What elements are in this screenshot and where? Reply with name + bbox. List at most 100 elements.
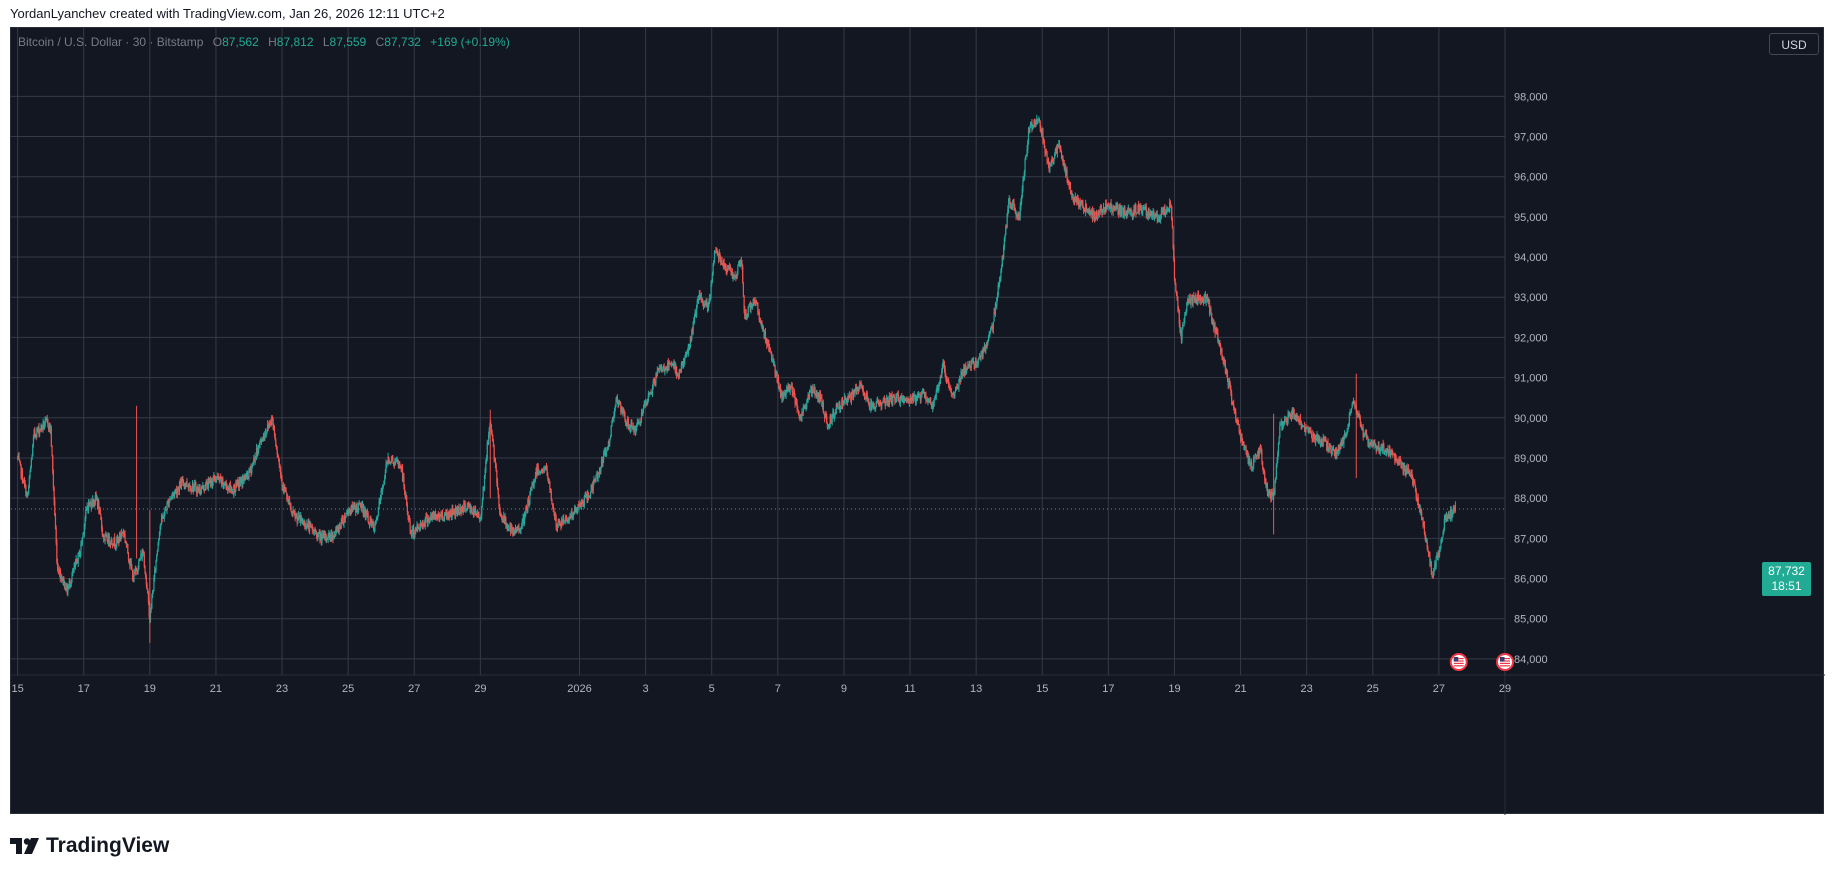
events[interactable] bbox=[1449, 653, 1514, 671]
candle-body bbox=[910, 397, 912, 404]
candle-body bbox=[611, 418, 614, 423]
candle-body bbox=[223, 484, 225, 486]
candle-body bbox=[1106, 206, 1108, 209]
candle-body bbox=[864, 398, 866, 399]
candle-body bbox=[358, 502, 360, 505]
candle-body bbox=[900, 395, 902, 397]
candle-body bbox=[460, 507, 462, 513]
candle-body bbox=[687, 351, 689, 354]
candle-body bbox=[1250, 461, 1253, 469]
candle-body bbox=[885, 400, 887, 406]
candle-body bbox=[1226, 374, 1229, 380]
candle-body bbox=[923, 389, 925, 393]
candle-body bbox=[783, 395, 785, 397]
price-axis[interactable]: 84,00085,00086,00087,00088,00089,00090,0… bbox=[1514, 91, 1548, 666]
time-tick-label: 13 bbox=[970, 683, 982, 695]
candle-body bbox=[593, 479, 595, 482]
candle-body bbox=[619, 402, 621, 405]
grid bbox=[11, 28, 1825, 815]
candle-body bbox=[114, 537, 116, 546]
candle-body bbox=[132, 579, 134, 581]
price-tick-label: 97,000 bbox=[1514, 132, 1548, 144]
candle-body bbox=[330, 532, 332, 539]
candle-body bbox=[837, 407, 840, 409]
candle-body bbox=[780, 393, 782, 397]
candle-body bbox=[1129, 209, 1131, 212]
candle-body bbox=[1257, 450, 1259, 456]
candle-body bbox=[1013, 202, 1015, 207]
candle-body bbox=[1191, 297, 1193, 304]
candle-body bbox=[339, 526, 342, 529]
candle-body bbox=[215, 480, 217, 481]
candle-body bbox=[371, 521, 373, 525]
candle-body bbox=[59, 569, 61, 579]
candle-body bbox=[1237, 423, 1240, 425]
candle-body bbox=[513, 529, 515, 533]
candle-body bbox=[810, 386, 812, 392]
candle-body bbox=[523, 515, 526, 524]
candle-body bbox=[989, 331, 991, 335]
candle-body bbox=[576, 510, 579, 512]
candle-body bbox=[109, 543, 112, 545]
candle-body bbox=[1036, 118, 1039, 121]
candle-body bbox=[1298, 421, 1300, 424]
candle-body bbox=[244, 476, 247, 479]
candle-body bbox=[1144, 206, 1147, 207]
candle-body bbox=[923, 392, 926, 396]
candle-body bbox=[731, 271, 733, 273]
candle-body bbox=[262, 436, 265, 441]
candle-body bbox=[333, 538, 335, 540]
candle-body bbox=[881, 402, 883, 407]
candle-body bbox=[480, 515, 482, 519]
candle-body bbox=[1325, 439, 1327, 442]
candle-body bbox=[401, 468, 404, 482]
candle-body bbox=[267, 424, 269, 428]
candle-body bbox=[1032, 126, 1034, 129]
candle-body bbox=[1208, 300, 1210, 304]
candle-body bbox=[753, 299, 755, 304]
candle-body bbox=[1100, 208, 1102, 213]
candle-body bbox=[399, 462, 401, 466]
price-chart[interactable]: 84,00085,00086,00087,00088,00089,00090,0… bbox=[11, 28, 1825, 815]
us-flag-icon[interactable] bbox=[1449, 653, 1468, 671]
candle-body bbox=[961, 372, 963, 377]
candle-body bbox=[872, 403, 874, 407]
candle-body bbox=[571, 511, 573, 518]
candle-body bbox=[441, 512, 444, 520]
candle-body bbox=[213, 475, 216, 480]
candle-body bbox=[328, 533, 330, 535]
candle-body bbox=[673, 363, 675, 369]
candle-body bbox=[838, 402, 840, 409]
candle-body bbox=[185, 481, 187, 486]
time-axis[interactable]: 15 17 19 21 23 25 27 29 2026 3 5 7 9 11 13 15 17 19 21 23 25… bbox=[11, 683, 1511, 695]
candle-body bbox=[704, 300, 706, 307]
candle-body bbox=[744, 309, 746, 318]
candle-body bbox=[859, 382, 862, 384]
candle-body bbox=[722, 263, 724, 266]
candle-body bbox=[1076, 198, 1078, 203]
candle-body bbox=[57, 567, 59, 573]
candle-body bbox=[346, 512, 348, 514]
us-flag-icon[interactable] bbox=[1496, 653, 1514, 671]
candle-body bbox=[103, 534, 105, 540]
tradingview-logo[interactable]: TradingView bbox=[10, 834, 169, 858]
chart-panel[interactable]: 84,000 85,000 86,000 87,000 88,000 89,000 90,0… bbox=[10, 27, 1825, 815]
candle-body bbox=[919, 395, 921, 401]
candle-body bbox=[616, 397, 618, 403]
candle-body bbox=[912, 397, 915, 400]
currency-button[interactable]: USD bbox=[1769, 33, 1819, 55]
candle-body bbox=[291, 511, 293, 514]
candle-body bbox=[1445, 515, 1448, 520]
candle-body bbox=[305, 525, 307, 529]
candle-body bbox=[1209, 308, 1211, 314]
candle-body bbox=[1157, 219, 1159, 221]
candle-body bbox=[37, 426, 39, 431]
candle-body bbox=[1392, 452, 1394, 454]
candle-body bbox=[904, 398, 906, 400]
candle-body bbox=[1197, 294, 1200, 299]
candle-body bbox=[1100, 208, 1103, 213]
candle-body bbox=[260, 439, 262, 441]
candle-body bbox=[1214, 325, 1216, 334]
candle-body bbox=[1147, 209, 1149, 217]
candle-body bbox=[364, 508, 366, 516]
